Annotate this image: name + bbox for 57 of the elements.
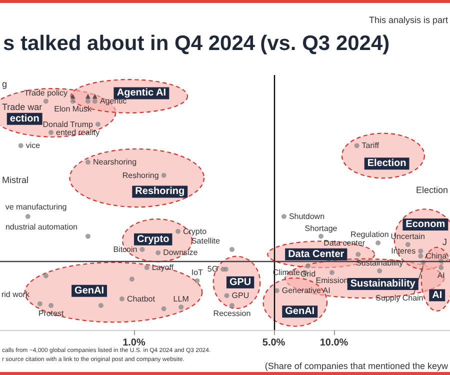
annotation: Generative AI: [282, 286, 330, 296]
series-label: Econom: [406, 219, 446, 230]
annotation: Trade policy: [24, 88, 68, 98]
annotation: Donald Trump: [42, 120, 94, 129]
annotation: rid work: [1, 290, 30, 299]
annotation: Satellite: [191, 236, 220, 246]
text: This analysis is part: [368, 15, 448, 25]
x-tick-label: 10.0%: [320, 338, 348, 348]
chart-title: s talked about in Q4 2024: [3, 32, 256, 55]
annotation: Downsize: [163, 248, 198, 258]
annotation: Tariff: [362, 141, 380, 150]
series-label: Reshoring: [135, 186, 185, 198]
chart-subtitle: (vs. Q3 2024): [260, 32, 390, 55]
annotation: LLM: [173, 294, 190, 304]
annotation: GPU: [232, 291, 250, 300]
series-label: GPU: [229, 276, 252, 288]
annotation: Election: [416, 185, 448, 195]
annotation: ndustrial automation: [5, 222, 78, 232]
annotation: Agentic: [100, 96, 127, 106]
annotation: Trade war: [2, 102, 42, 112]
series-label: Agentic AI: [116, 88, 166, 99]
annotation: Data center: [324, 238, 366, 248]
annotation: China: [426, 252, 448, 261]
annotation: AI: [437, 271, 445, 280]
annotation: vice: [26, 141, 41, 150]
series-label: ection: [10, 113, 40, 124]
annotation: 5G: [207, 264, 218, 274]
annotation: Uncertain: [390, 232, 425, 242]
series-label: GenAI: [285, 306, 315, 318]
annotation: Shortage: [304, 224, 338, 233]
x-axis-title: (Share of companies that mentioned the keyw: [264, 361, 448, 371]
series-label: Election: [367, 158, 406, 170]
annotation: Shutdown: [288, 212, 325, 221]
series-label: GenAI: [74, 285, 104, 296]
annotation: ve manufacturing: [5, 202, 67, 212]
annotation: Elon Musk: [54, 104, 93, 114]
annotation: Reshoring: [122, 170, 159, 180]
annotation: Supply Chain: [376, 294, 424, 303]
x-tick-label: 1.0%: [122, 338, 146, 348]
series-label: Crypto: [136, 234, 170, 245]
annotation: Protest: [38, 308, 64, 318]
series-label: Sustainability: [350, 278, 416, 290]
annotation: Mistral: [2, 175, 28, 185]
x-tick-label: 5.0%: [262, 338, 286, 348]
annotation: Chatbot: [126, 294, 156, 304]
annotation: J: [442, 237, 447, 247]
annotation: Interes: [391, 246, 416, 256]
text: g: [2, 79, 8, 89]
annotation: Grid: [300, 269, 316, 278]
series-label: AI: [432, 290, 442, 301]
annotation: Recession: [213, 308, 251, 318]
annotation: Nearshoring: [92, 158, 137, 167]
series-label: Data Center: [288, 248, 344, 260]
annotation: Regulation: [350, 230, 389, 239]
annotation: Bitcoin: [113, 244, 138, 254]
annotation: IoT: [191, 268, 204, 278]
annotation: Crypto: [182, 226, 208, 236]
